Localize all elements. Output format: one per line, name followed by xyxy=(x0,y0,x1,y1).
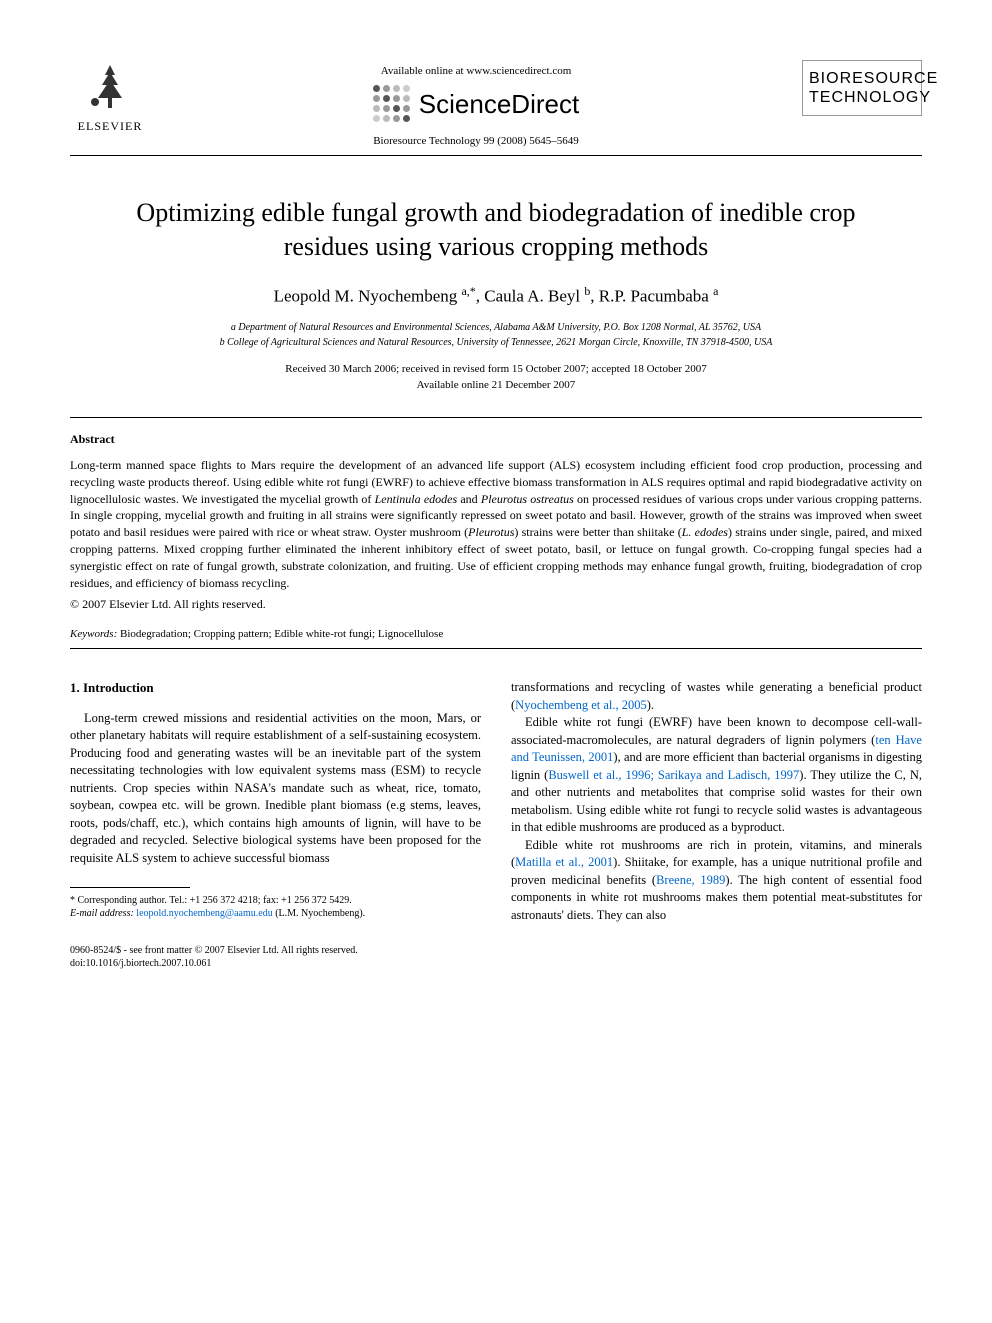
author-list: Leopold M. Nyochembeng a,*, Caula A. Bey… xyxy=(70,284,922,307)
keywords-label: Keywords: xyxy=(70,628,117,640)
p1-post: ). xyxy=(647,698,654,712)
affiliations: a Department of Natural Resources and En… xyxy=(70,320,922,350)
page-footer: 0960-8524/$ - see front matter © 2007 El… xyxy=(70,944,481,970)
affiliation-b: b College of Agricultural Sciences and N… xyxy=(70,335,922,350)
footnote-separator xyxy=(70,887,190,888)
column-right: transformations and recycling of wastes … xyxy=(511,679,922,970)
intro-para-1-cont: transformations and recycling of wastes … xyxy=(511,679,922,714)
available-online-date: Available online 21 December 2007 xyxy=(70,378,922,393)
keywords-text: Biodegradation; Cropping pattern; Edible… xyxy=(117,628,443,640)
p2-pre: Edible white rot fungi (EWRF) have been … xyxy=(511,715,922,747)
abstract-rule-bottom xyxy=(70,648,922,649)
section-1-heading: 1. Introduction xyxy=(70,679,481,697)
intro-para-1: Long-term crewed missions and residentia… xyxy=(70,710,481,868)
abstract-heading: Abstract xyxy=(70,432,922,447)
email-label: E-mail address: xyxy=(70,908,134,919)
journal-reference: Bioresource Technology 99 (2008) 5645–56… xyxy=(150,135,802,147)
publisher-name: ELSEVIER xyxy=(70,119,150,134)
header-rule xyxy=(70,155,922,156)
received-date: Received 30 March 2006; received in revi… xyxy=(70,362,922,377)
sciencedirect-dots-icon xyxy=(373,85,411,123)
column-left: 1. Introduction Long-term crewed mission… xyxy=(70,679,481,970)
available-online-text: Available online at www.sciencedirect.co… xyxy=(150,65,802,77)
keywords: Keywords: Biodegradation; Cropping patte… xyxy=(70,628,922,640)
journal-logo-line2: TECHNOLOGY xyxy=(809,88,915,107)
abstract-copyright: © 2007 Elsevier Ltd. All rights reserved… xyxy=(70,597,922,612)
sciencedirect-text: ScienceDirect xyxy=(419,89,579,120)
email-suffix: (L.M. Nyochembeng). xyxy=(273,908,365,919)
journal-cover-logo: BIORESOURCE TECHNOLOGY xyxy=(802,60,922,116)
elsevier-tree-icon xyxy=(70,60,150,117)
elsevier-logo: ELSEVIER xyxy=(70,60,150,134)
affiliation-a: a Department of Natural Resources and En… xyxy=(70,320,922,335)
citation-breene-1989[interactable]: Breene, 1989 xyxy=(656,873,725,887)
doi-line: doi:10.1016/j.biortech.2007.10.061 xyxy=(70,957,481,970)
intro-para-2: Edible white rot fungi (EWRF) have been … xyxy=(511,714,922,837)
article-title: Optimizing edible fungal growth and biod… xyxy=(100,196,892,264)
sciencedirect-logo: ScienceDirect xyxy=(150,85,802,123)
issn-line: 0960-8524/$ - see front matter © 2007 El… xyxy=(70,944,481,957)
corresponding-author-footnote: * Corresponding author. Tel.: +1 256 372… xyxy=(70,894,481,920)
journal-logo-line1: BIORESOURCE xyxy=(809,69,915,88)
page-header: ELSEVIER Available online at www.science… xyxy=(70,60,922,147)
center-header: Available online at www.sciencedirect.co… xyxy=(150,60,802,147)
corr-author-line: * Corresponding author. Tel.: +1 256 372… xyxy=(70,894,481,907)
corr-email-line: E-mail address: leopold.nyochembeng@aamu… xyxy=(70,907,481,920)
citation-matilla-2001[interactable]: Matilla et al., 2001 xyxy=(515,855,613,869)
article-dates: Received 30 March 2006; received in revi… xyxy=(70,362,922,393)
citation-buswell-sarikaya[interactable]: Buswell et al., 1996; Sarikaya and Ladis… xyxy=(548,768,799,782)
body-columns: 1. Introduction Long-term crewed mission… xyxy=(70,679,922,970)
abstract-rule-top xyxy=(70,417,922,418)
citation-nyochembeng-2005[interactable]: Nyochembeng et al., 2005 xyxy=(515,698,647,712)
abstract-body: Long-term manned space flights to Mars r… xyxy=(70,457,922,591)
corr-email-link[interactable]: leopold.nyochembeng@aamu.edu xyxy=(136,908,272,919)
intro-para-3: Edible white rot mushrooms are rich in p… xyxy=(511,837,922,925)
